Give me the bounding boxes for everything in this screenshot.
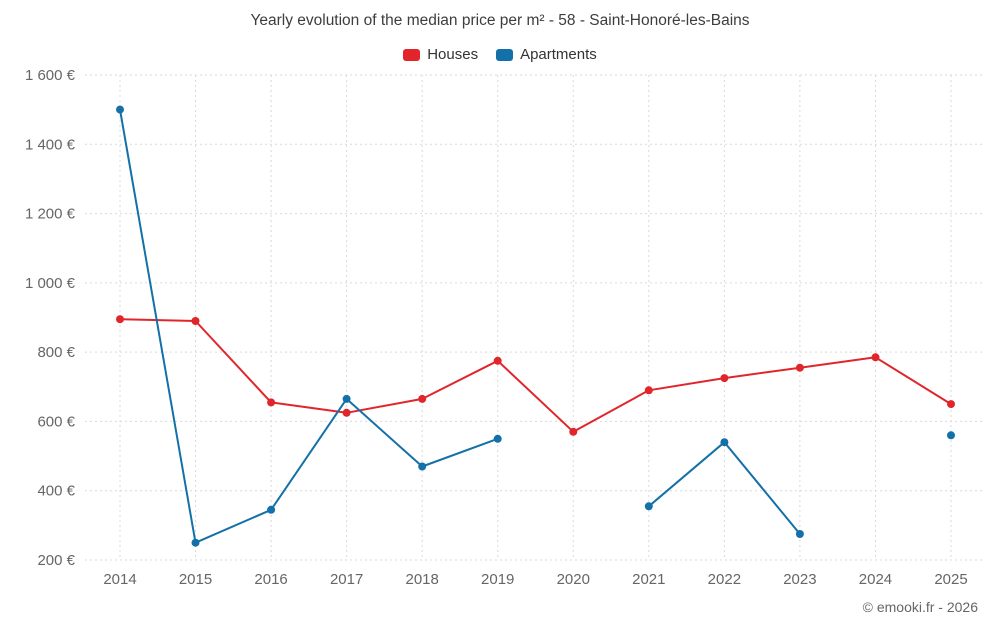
houses-point-2015	[191, 317, 200, 325]
x-tick-label: 2021	[632, 571, 665, 588]
houses-point-2025	[947, 400, 955, 409]
legend-label-houses: Houses	[427, 46, 479, 63]
y-tick-label: 1 400 €	[25, 136, 76, 153]
y-tick-label: 200 €	[37, 552, 75, 569]
apartments-point-2025	[947, 431, 955, 440]
y-tick-label: 1 000 €	[25, 275, 76, 292]
legend-item-houses[interactable]: Houses	[403, 46, 478, 63]
apartments-point-2017	[342, 394, 351, 403]
houses-point-2018	[418, 394, 427, 403]
x-tick-label: 2018	[405, 571, 438, 588]
y-tick-label: 1 200 €	[25, 206, 76, 223]
houses-point-2019	[493, 356, 502, 365]
x-tick-label: 2023	[783, 571, 816, 588]
apartments-point-2014	[116, 105, 124, 114]
copyright: © emooki.fr - 2026	[862, 599, 978, 615]
x-tick-label: 2017	[330, 571, 363, 588]
houses-point-2022	[720, 374, 729, 383]
apartments-line	[120, 110, 951, 543]
x-tick-label: 2019	[481, 571, 514, 588]
apartments-point-2015	[191, 538, 200, 547]
apartments-point-2022	[720, 438, 729, 447]
apartments-point-2018	[418, 462, 427, 471]
x-tick-label: 2015	[179, 571, 212, 588]
houses-point-2020	[569, 427, 578, 436]
houses-point-2024	[871, 353, 880, 362]
x-tick-label: 2025	[934, 571, 967, 588]
houses-point-2016	[267, 398, 276, 407]
legend: Houses Apartments	[0, 46, 1000, 63]
legend-label-apartments: Apartments	[520, 46, 597, 63]
apartments-swatch-icon	[496, 48, 514, 61]
y-tick-label: 1 600 €	[25, 67, 76, 84]
houses-point-2023	[795, 363, 804, 372]
x-tick-label: 2024	[859, 571, 892, 588]
y-tick-label: 800 €	[37, 344, 75, 361]
x-tick-label: 2020	[557, 571, 590, 588]
apartments-point-2019	[493, 434, 502, 443]
houses-line	[119, 318, 952, 433]
apartments-point-2021	[644, 502, 653, 511]
houses-point-2021	[644, 386, 653, 395]
houses-point-2017	[342, 408, 351, 417]
chart-title: Yearly evolution of the median price per…	[250, 12, 750, 29]
x-tick-label: 2014	[103, 571, 136, 588]
apartments-point-2023	[795, 530, 804, 538]
y-tick-label: 600 €	[37, 413, 75, 430]
legend-item-apartments[interactable]: Apartments	[496, 46, 597, 63]
houses-point-2014	[116, 315, 124, 324]
houses-swatch-icon	[403, 48, 421, 61]
x-tick-label: 2022	[708, 571, 741, 588]
x-tick-label: 2016	[254, 571, 287, 588]
y-tick-label: 400 €	[37, 483, 75, 500]
apartments-point-2016	[267, 505, 276, 514]
